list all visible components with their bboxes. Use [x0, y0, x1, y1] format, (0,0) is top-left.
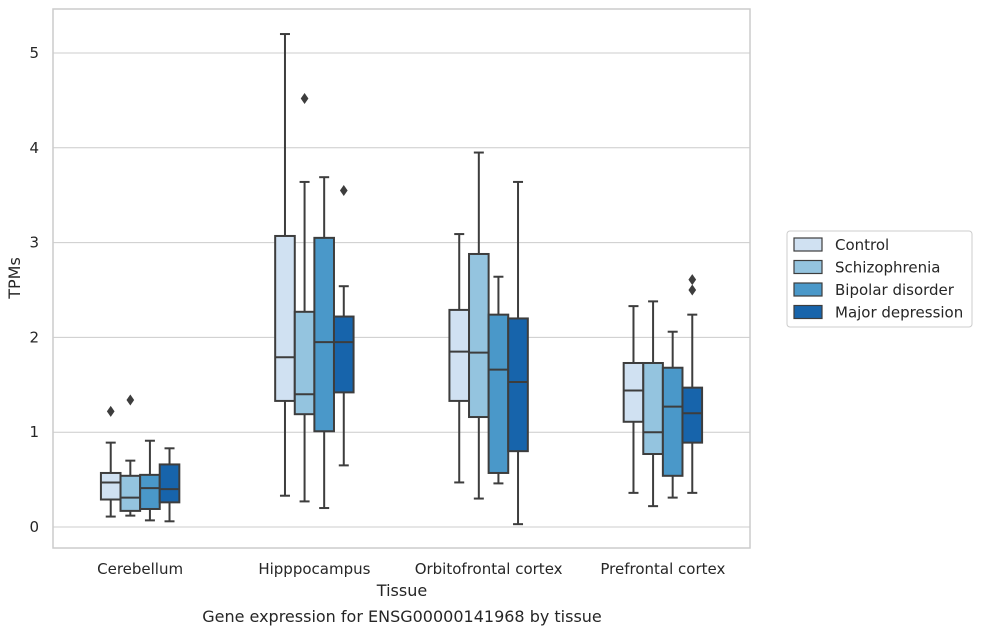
iqr-box	[139, 473, 161, 510]
boxes	[99, 33, 704, 526]
box-group	[487, 275, 510, 485]
box-group	[293, 93, 316, 503]
y-axis-ticks: 0 1 2 3 4 5	[29, 44, 39, 536]
y-tick-label: 3	[29, 234, 39, 252]
iqr-box	[313, 236, 335, 433]
legend-swatch	[793, 304, 823, 320]
y-tick-label: 4	[29, 139, 39, 157]
y-tick-label: 5	[29, 44, 39, 62]
iqr-box	[661, 366, 684, 477]
grid-lines	[53, 52, 750, 528]
iqr-box	[487, 313, 510, 474]
outlier-point	[106, 405, 115, 417]
legend-frame	[786, 230, 973, 328]
iqr-box	[274, 234, 296, 402]
legend-item: Schizophrenia	[793, 259, 940, 277]
y-tick-label: 1	[29, 423, 39, 441]
box-group	[448, 233, 471, 484]
legend-item: Control	[793, 236, 889, 254]
box-group	[642, 300, 664, 508]
legend-label: Schizophrenia	[835, 259, 940, 277]
plot-area-frame	[52, 8, 751, 549]
box-group	[507, 180, 529, 526]
legend-swatch	[793, 237, 823, 252]
iqr-box	[99, 471, 122, 501]
iqr-box	[448, 308, 471, 402]
box-group	[274, 33, 296, 497]
outlier-point	[339, 184, 348, 196]
legend-item: Major depression	[793, 304, 963, 322]
legend-swatch	[793, 282, 823, 297]
iqr-box	[158, 463, 181, 504]
iqr-box	[681, 386, 704, 444]
box-group	[99, 405, 122, 518]
box-group	[332, 184, 355, 467]
iqr-box	[507, 317, 529, 453]
x-tick-label: Prefrontal cortex	[600, 560, 725, 578]
x-tick-label: Orbitofrontal cortex	[415, 560, 563, 578]
legend: Control Schizophrenia Bipolar disorder Majo…	[786, 230, 973, 328]
outlier-point	[688, 284, 697, 296]
box-group	[622, 305, 645, 494]
iqr-box	[642, 361, 664, 456]
iqr-box	[119, 474, 142, 512]
outlier-point	[688, 274, 697, 286]
box-group	[313, 176, 335, 510]
x-tick-label: Hipppocampus	[258, 560, 370, 578]
legend-item: Bipolar disorder	[793, 281, 955, 299]
legend-label: Major depression	[835, 304, 963, 322]
iqr-box	[293, 310, 316, 416]
iqr-box	[622, 361, 645, 423]
chart-caption: Gene expression for ENSG00000141968 by t…	[202, 607, 602, 626]
box-group	[139, 439, 161, 522]
outlier-point	[126, 394, 135, 406]
box-group	[661, 330, 684, 499]
iqr-box	[468, 252, 490, 419]
y-axis-label: TPMs	[5, 257, 24, 300]
x-axis-ticks: Cerebellum Hipppocampus Orbitofrontal cort…	[97, 560, 725, 578]
legend-swatch	[793, 259, 823, 275]
x-axis-label: Tissue	[376, 581, 427, 600]
box-group	[468, 151, 490, 500]
iqr-box	[332, 315, 355, 394]
y-tick-label: 0	[29, 518, 39, 536]
legend-label: Bipolar disorder	[835, 281, 955, 299]
x-tick-label: Cerebellum	[97, 560, 183, 578]
box-group	[158, 447, 181, 523]
legend-label: Control	[835, 236, 889, 254]
y-tick-label: 2	[29, 328, 39, 346]
box-group	[681, 274, 704, 494]
box-group	[119, 394, 142, 517]
outlier-point	[300, 93, 309, 105]
